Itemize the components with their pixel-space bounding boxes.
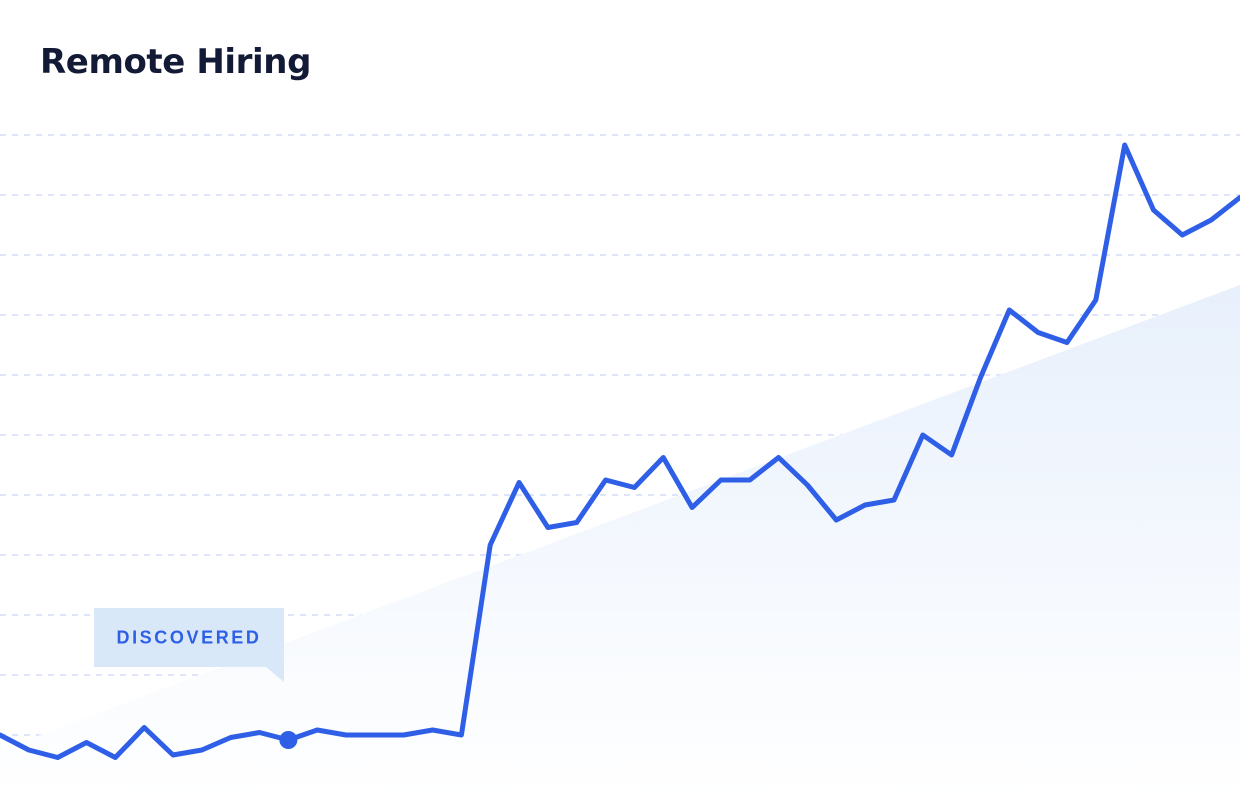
- series-line: [0, 142, 1240, 760]
- highlight-point: [279, 731, 298, 749]
- callout-label: DISCOVERED: [116, 627, 261, 647]
- chart-title: Remote Hiring: [40, 42, 312, 82]
- trend-area: [0, 285, 1240, 800]
- callout: DISCOVERED: [94, 608, 284, 682]
- callout-box: [94, 608, 284, 682]
